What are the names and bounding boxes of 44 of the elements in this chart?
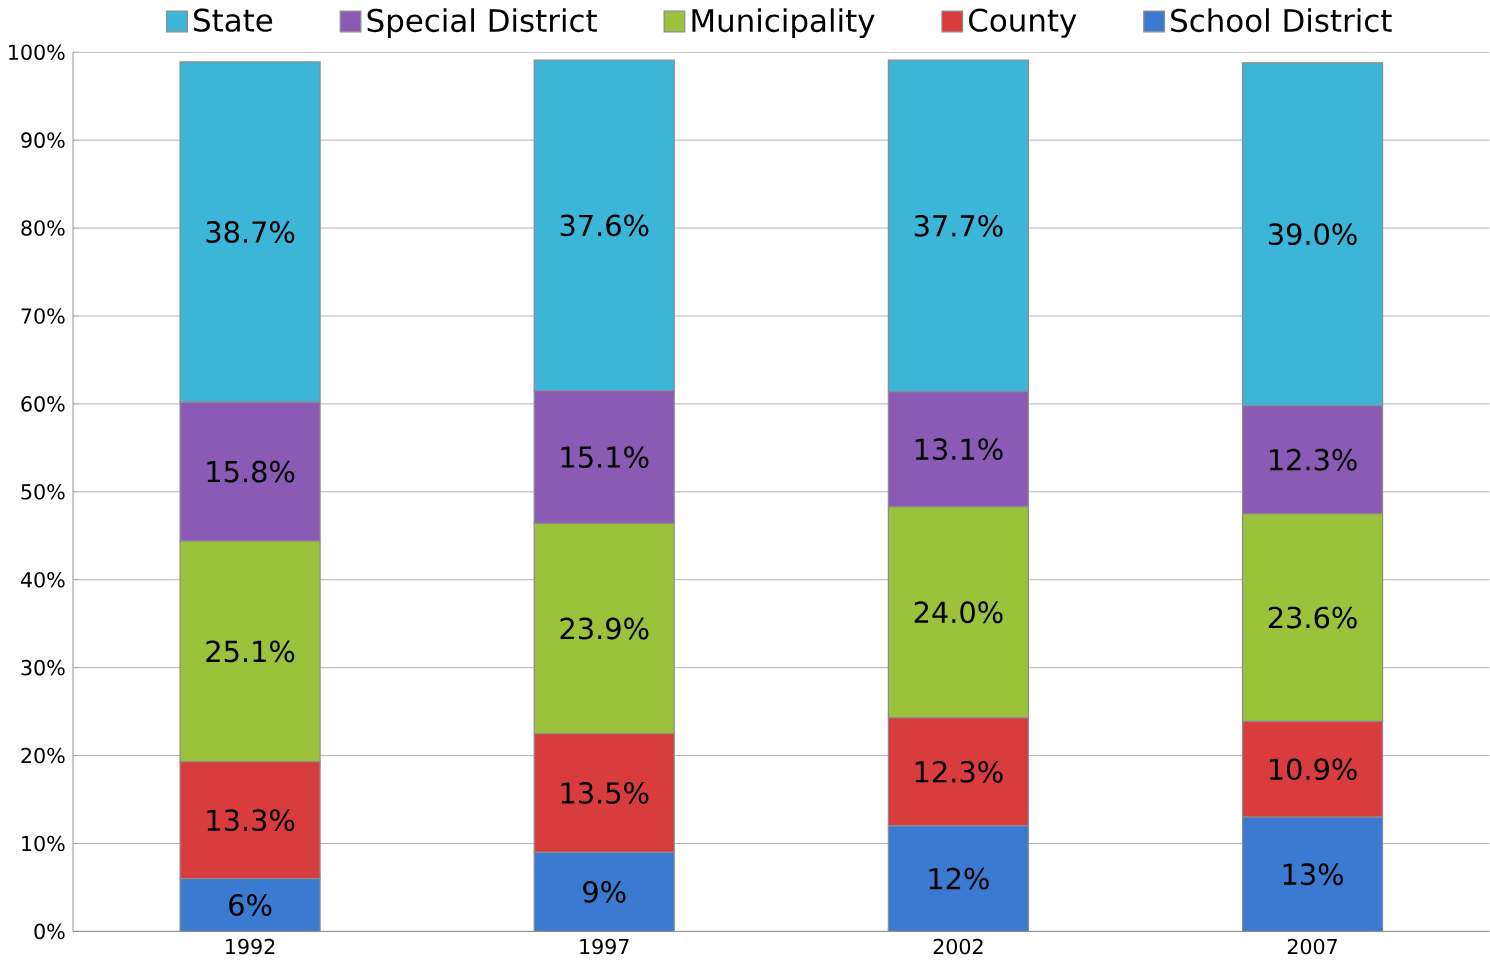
data-label: 37.6% <box>560 214 649 237</box>
y-tick-label: 10% <box>22 835 65 852</box>
bar <box>533 851 675 932</box>
y-tick-label: 0% <box>34 923 65 940</box>
y-tick-label: 30% <box>21 659 65 676</box>
data-label: 13.1% <box>915 438 1003 461</box>
y-tick-label: 100% <box>9 44 65 60</box>
x-tick-label: 2007 <box>1287 938 1337 955</box>
data-label: 9% <box>583 880 626 903</box>
legend-label: County <box>969 8 1077 38</box>
data-label: 15.8% <box>207 460 295 483</box>
data-label: 38.7% <box>206 221 295 243</box>
data-label: 24.0% <box>914 601 1003 624</box>
legend-label: School District <box>1171 8 1392 33</box>
y-tick-label: 20% <box>21 747 65 764</box>
data-label: 12% <box>929 867 989 890</box>
y-tick-label: 70% <box>21 308 65 324</box>
data-label: 15.1% <box>561 446 649 468</box>
y-tick-label: 80% <box>21 220 65 236</box>
bar <box>179 877 321 932</box>
legend-label: State <box>194 8 273 32</box>
data-label: 6% <box>229 894 272 916</box>
y-tick-label: 40% <box>20 571 65 588</box>
data-label: 10.9% <box>1269 758 1357 781</box>
bar <box>1241 816 1384 932</box>
data-label: 37.7% <box>914 214 1003 237</box>
data-label: 13% <box>1283 863 1343 886</box>
y-tick-label: 50% <box>21 483 65 500</box>
data-label: 13.5% <box>561 781 649 804</box>
bar <box>887 825 1030 932</box>
data-label: 25.1% <box>206 640 295 663</box>
x-tick-label: 1997 <box>580 938 629 955</box>
data-label: 39.0% <box>1268 223 1357 246</box>
y-tick-label: 60% <box>21 396 65 412</box>
legend-label: Municipality <box>692 8 875 39</box>
data-label: 12.3% <box>1269 448 1357 471</box>
x-tick-label: 1992 <box>226 938 275 955</box>
data-label: 13.3% <box>207 809 295 832</box>
y-tick-label: 90% <box>21 132 65 148</box>
data-label: 23.6% <box>1268 606 1357 629</box>
data-label: 23.9% <box>560 617 649 640</box>
data-label: 12.3% <box>915 760 1003 783</box>
x-tick-label: 2002 <box>933 938 983 955</box>
legend-label: Special District <box>367 8 597 39</box>
